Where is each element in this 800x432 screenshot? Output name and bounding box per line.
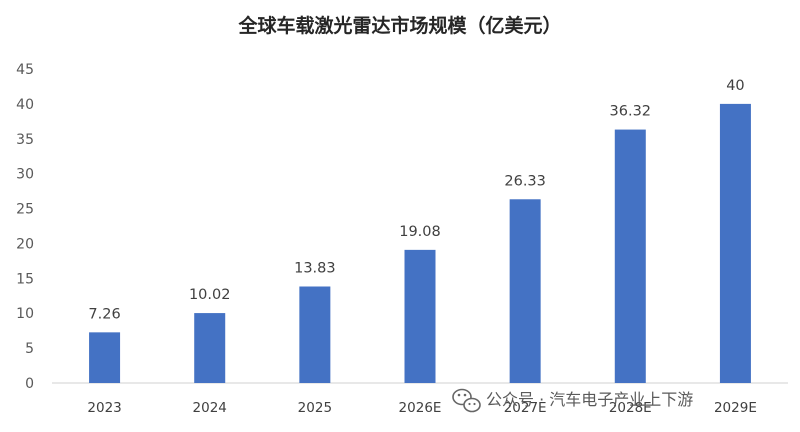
- x-tick-label: 2029E: [714, 400, 757, 416]
- y-tick-label: 40: [16, 97, 34, 113]
- y-tick-label: 30: [16, 167, 34, 183]
- bar: [509, 199, 541, 383]
- data-label: 40: [726, 78, 744, 94]
- y-tick-label: 25: [16, 202, 34, 218]
- y-tick-label: 45: [16, 62, 34, 78]
- watermark-text: 公众号 · 汽车电子产业上下游: [486, 390, 693, 409]
- x-tick-label: 2028E: [609, 400, 652, 416]
- bar: [299, 286, 331, 383]
- y-tick-label: 35: [16, 132, 34, 148]
- y-tick-label: 5: [25, 341, 34, 357]
- bar: [719, 103, 751, 383]
- data-label: 26.33: [504, 173, 546, 189]
- data-labels: 7.26 10.02 13.83 19.08 26.33 36.32 40: [88, 78, 744, 322]
- x-tick-label: 2027E: [504, 400, 547, 416]
- bar: [89, 332, 121, 383]
- data-label: 19.08: [399, 224, 441, 240]
- data-label: 10.02: [189, 287, 231, 303]
- bar: [404, 249, 436, 383]
- data-label: 36.32: [610, 104, 652, 120]
- y-tick-label: 20: [16, 236, 34, 252]
- x-tick-label: 2024: [193, 400, 227, 416]
- x-tick-label: 2023: [87, 400, 121, 416]
- bars: [89, 103, 751, 383]
- x-tick-label: 2025: [298, 400, 332, 416]
- bar: [614, 129, 646, 383]
- watermark: 公众号 · 汽车电子产业上下游: [452, 388, 693, 413]
- y-tick-label: 15: [16, 271, 34, 287]
- y-tick-label: 10: [16, 306, 34, 322]
- y-axis: 0 5 10 15 20 25 30 35 40 45: [16, 62, 34, 392]
- wechat-icon: [452, 388, 481, 413]
- y-tick-label: 0: [25, 376, 34, 392]
- data-label: 7.26: [88, 306, 120, 322]
- chart-title: 全球车载激光雷达市场规模（亿美元）: [237, 14, 561, 37]
- x-axis-ticks: 2023 2024 2025 2026E 2027E 2028E 2029E: [87, 400, 756, 416]
- bar: [194, 313, 226, 383]
- data-label: 13.83: [294, 260, 336, 276]
- x-tick-label: 2026E: [399, 400, 442, 416]
